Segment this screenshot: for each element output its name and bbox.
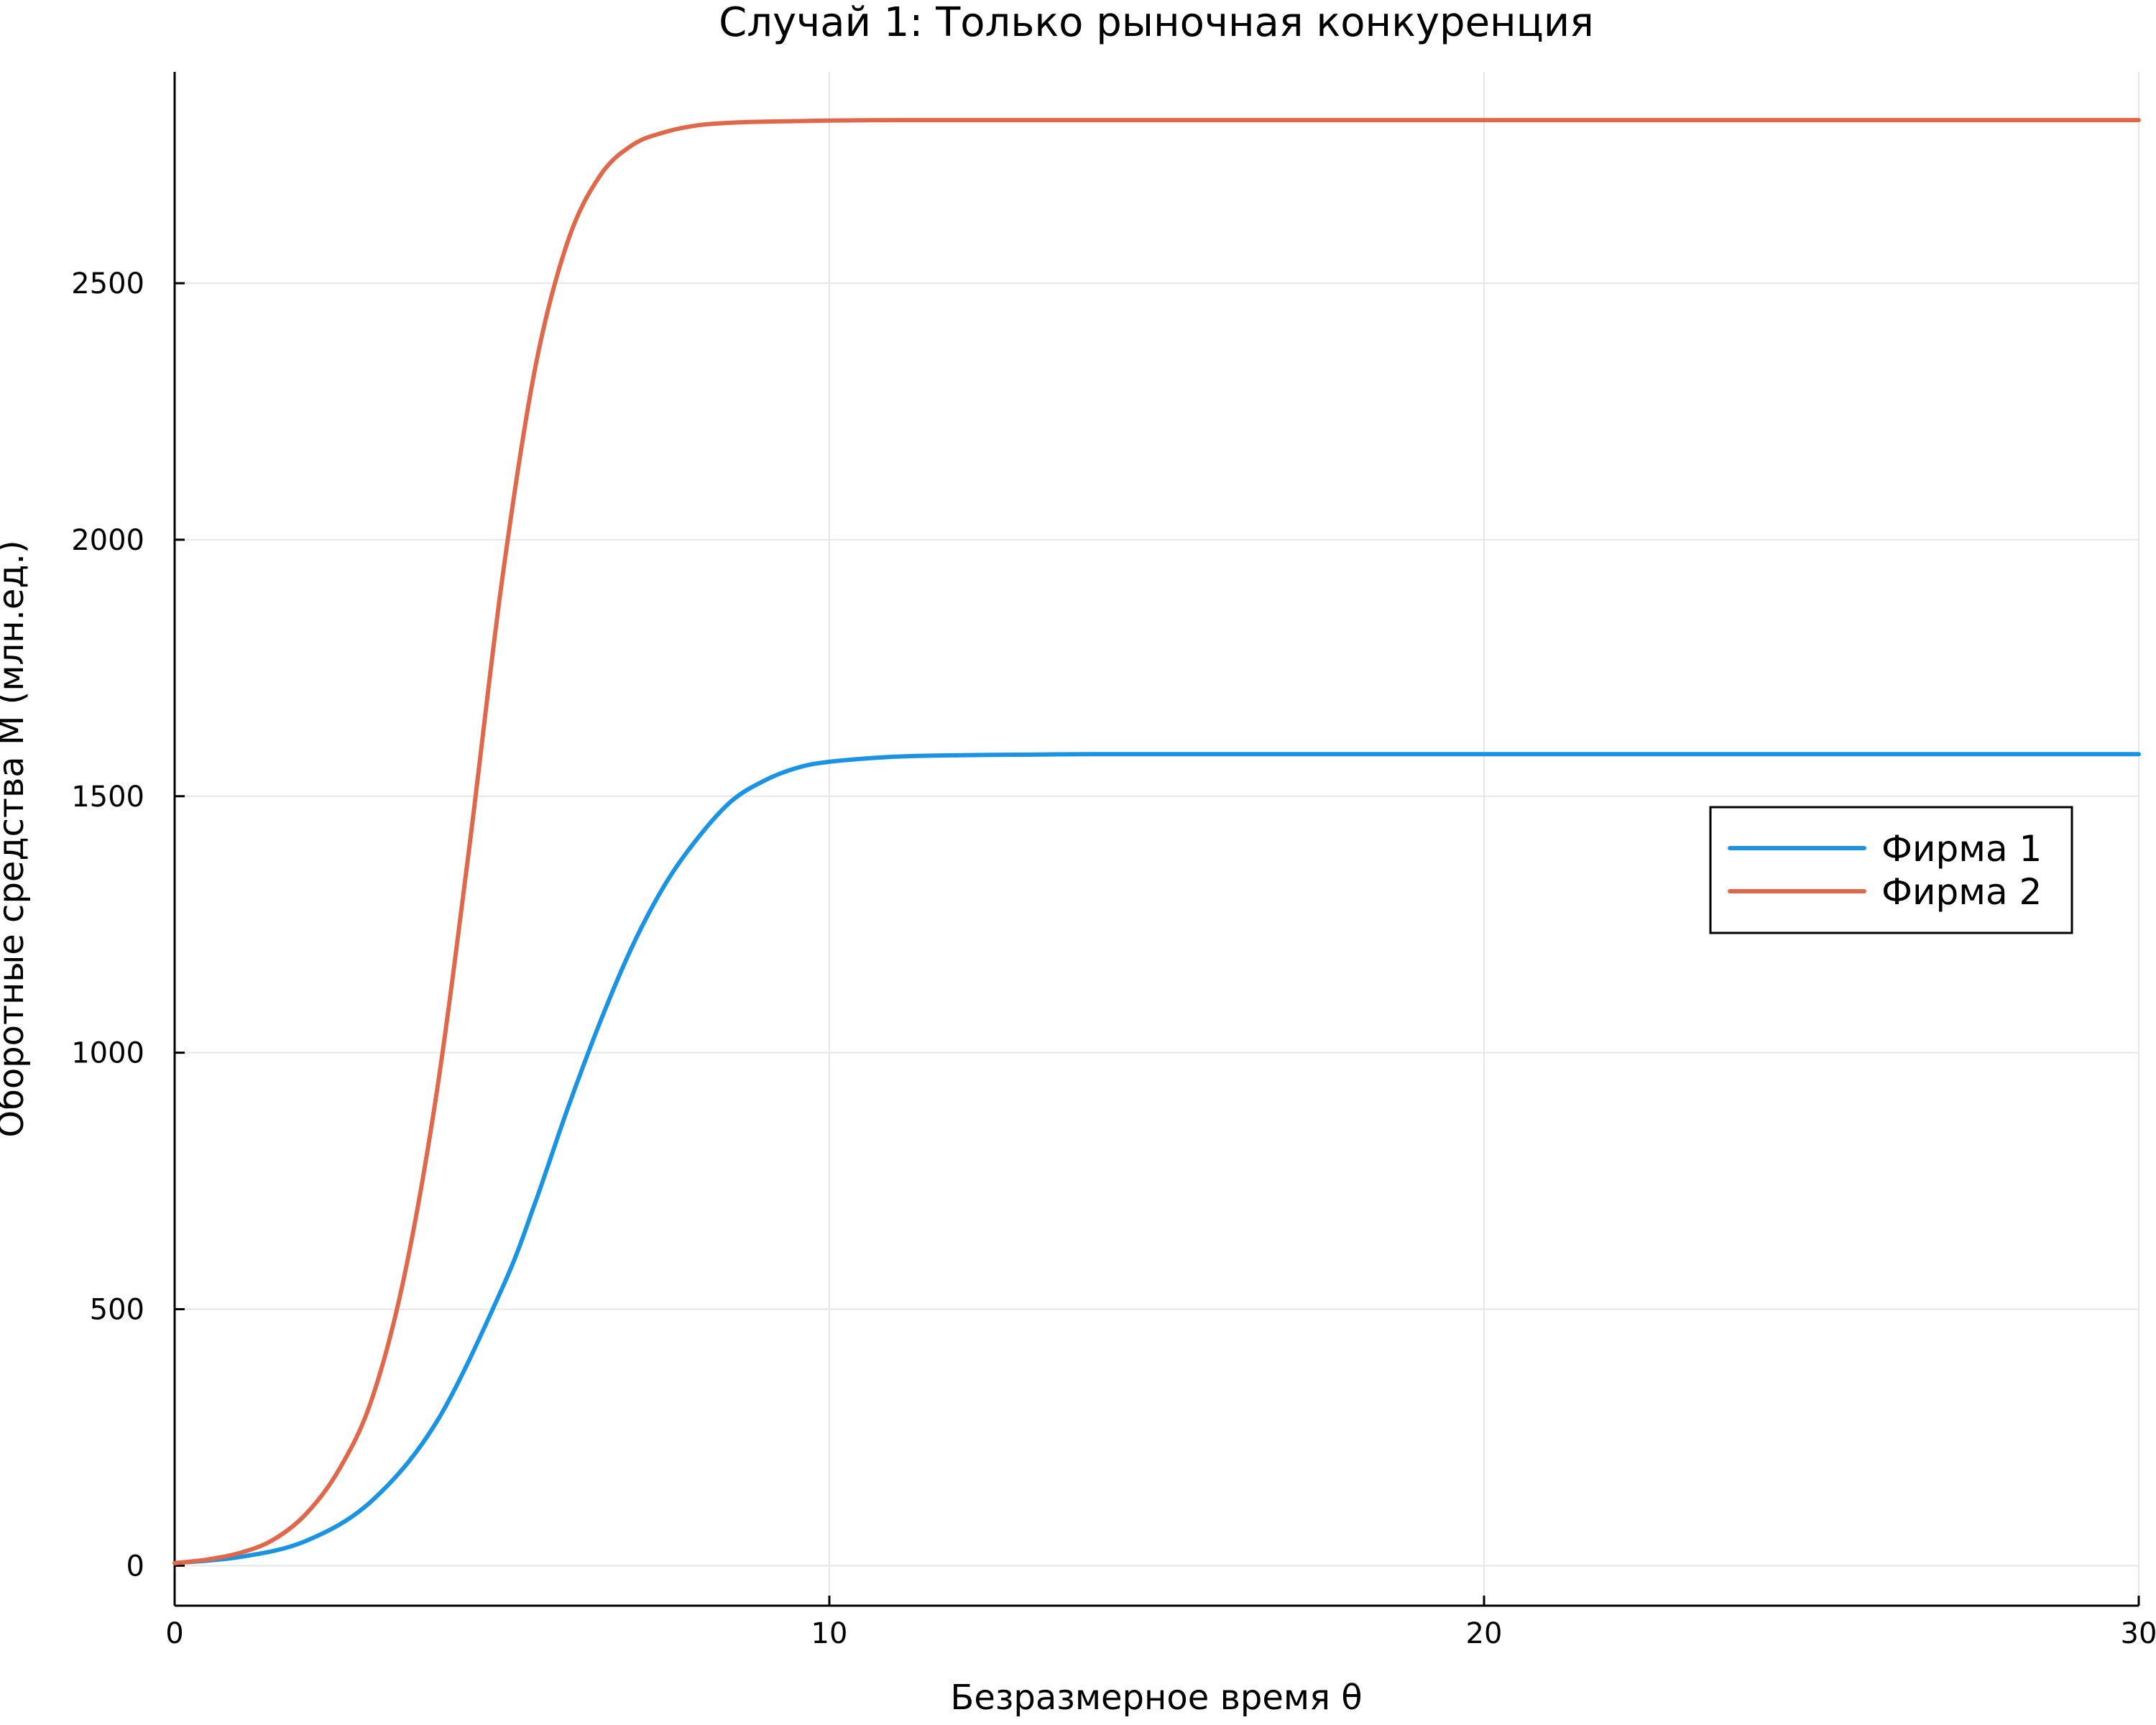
y-axis-label: Оборотные средства M (млн.ед.): [0, 540, 32, 1137]
y-tick-label: 1000: [71, 1037, 144, 1070]
x-axis-label: Безразмерное время θ: [950, 1678, 1362, 1718]
y-tick-label: 2500: [71, 267, 144, 300]
y-tick-label: 0: [126, 1550, 144, 1583]
series-line-firm-2: [172, 118, 2141, 1565]
legend-box: [1709, 806, 2073, 934]
legend-label-firm-1: Фирма 1: [1881, 828, 2042, 870]
y-tick-label: 500: [90, 1293, 144, 1326]
x-tick-label: 30: [2121, 1617, 2156, 1650]
x-tick-label: 10: [811, 1617, 848, 1650]
ticks: 0 10 20 30 0 500 1000 1500 2000 2500: [71, 267, 2156, 1650]
legend-label-firm-2: Фирма 2: [1881, 871, 2042, 913]
axes: [173, 72, 2139, 1607]
y-tick-label: 1500: [71, 781, 144, 814]
series: [172, 118, 2141, 1565]
series-line-firm-1: [172, 752, 2141, 1565]
legend: Фирма 1 Фирма 2: [1709, 806, 2073, 934]
chart-title: Случай 1: Только рыночная конкуренция: [719, 0, 1594, 46]
y-tick-label: 2000: [71, 524, 144, 557]
grid: [174, 72, 2139, 1606]
x-tick-label: 20: [1466, 1617, 1503, 1650]
x-tick-label: 0: [165, 1617, 183, 1650]
